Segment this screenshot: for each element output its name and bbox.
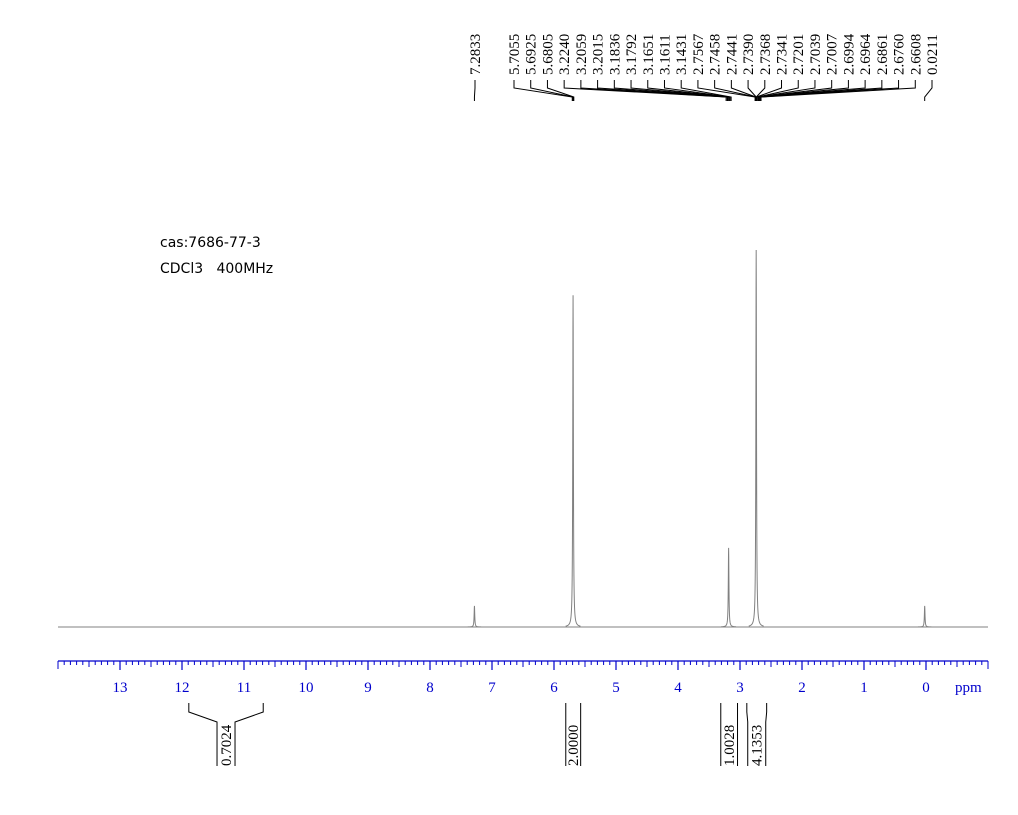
- integral-bracket: [746, 703, 768, 766]
- x-tick-label: 10: [299, 680, 314, 696]
- peak-label: 2.7039: [808, 34, 824, 75]
- signal-peak: [748, 249, 764, 627]
- peak-label-connector: [714, 80, 757, 101]
- peak-label-connector: [597, 80, 729, 101]
- peak-label-connector: [630, 80, 730, 101]
- peak-label: 2.7458: [708, 34, 724, 75]
- x-tick-label: 13: [113, 680, 128, 696]
- peak-label: 3.2240: [557, 34, 573, 75]
- x-axis-label: ppm: [955, 680, 982, 696]
- x-tick-label: 8: [426, 680, 434, 696]
- signal-peak: [917, 605, 933, 628]
- peak-label-connector: [759, 80, 900, 101]
- x-tick-label: 7: [488, 680, 496, 696]
- peak-label: 2.6760: [892, 34, 908, 75]
- integral-label: 0.7024: [219, 724, 235, 766]
- peak-label: 3.1431: [674, 34, 690, 75]
- annotation: cas:7686-77-3: [160, 235, 261, 251]
- x-tick-label: 11: [237, 680, 251, 696]
- peak-label-connector: [563, 80, 727, 101]
- peak-label-connector: [758, 80, 866, 101]
- peak-label: 3.1792: [624, 34, 640, 75]
- x-tick-label: 2: [798, 680, 806, 696]
- peak-label: 3.2059: [574, 34, 590, 75]
- peak-label: 3.1651: [641, 34, 657, 75]
- peak-label: 2.6861: [875, 34, 891, 75]
- peak-label-connector: [663, 80, 731, 101]
- integral-bracket: [565, 703, 582, 766]
- peak-label-connector: [546, 80, 575, 101]
- x-tick-label: 5: [612, 680, 620, 696]
- peak-label-connector: [760, 80, 916, 101]
- x-tick-label: 9: [364, 680, 372, 696]
- peak-label: 7.2833: [468, 34, 484, 75]
- integral-label: 1.0028: [722, 725, 738, 766]
- peak-label: 5.6925: [524, 34, 540, 75]
- peak-label: 3.2015: [591, 34, 607, 75]
- peak-label-connector: [756, 80, 799, 101]
- peak-label: 2.7390: [741, 34, 757, 75]
- peak-label: 5.6805: [540, 34, 556, 75]
- peak-label-connector: [758, 80, 883, 101]
- peak-label-connector: [730, 80, 757, 101]
- peak-label: 2.7007: [825, 33, 841, 75]
- peak-label-connector: [680, 80, 732, 101]
- peak-label: 2.6608: [908, 34, 924, 75]
- peak-label: 0.0211: [925, 34, 941, 75]
- annotation: CDCl3 400MHz: [160, 261, 273, 277]
- signal-peak: [467, 605, 482, 628]
- peak-label: 2.6964: [858, 33, 874, 75]
- peak-label: 5.7055: [507, 34, 523, 75]
- peak-label: 2.7368: [758, 34, 774, 75]
- peak-label-connector: [473, 80, 476, 101]
- integral-bracket: [188, 703, 264, 766]
- peak-label: 3.1836: [607, 33, 623, 75]
- peak-label-connector: [513, 80, 573, 101]
- peak-label-connector: [697, 80, 756, 101]
- peak-label: 2.7567: [691, 33, 707, 75]
- peak-label: 2.6994: [841, 33, 857, 75]
- peak-label: 2.7341: [775, 34, 791, 75]
- x-tick-label: 12: [175, 680, 190, 696]
- integral-label: 2.0000: [566, 725, 582, 766]
- peak-label-connector: [530, 80, 574, 101]
- peak-label-connector: [924, 80, 933, 101]
- peak-label: 2.7441: [724, 34, 740, 75]
- x-tick-label: 1: [860, 680, 868, 696]
- peak-label-connector: [755, 80, 783, 101]
- x-tick-label: 3: [736, 680, 744, 696]
- x-tick-label: 0: [922, 680, 930, 696]
- peak-label: 2.7201: [791, 34, 807, 75]
- signal-peak: [721, 547, 737, 628]
- x-tick-label: 6: [550, 680, 558, 696]
- signal-peak: [565, 295, 581, 627]
- peak-label: 3.1611: [657, 34, 673, 75]
- integral-label: 4.1353: [750, 725, 766, 766]
- x-tick-label: 4: [674, 680, 682, 696]
- integral-bracket: [720, 703, 739, 766]
